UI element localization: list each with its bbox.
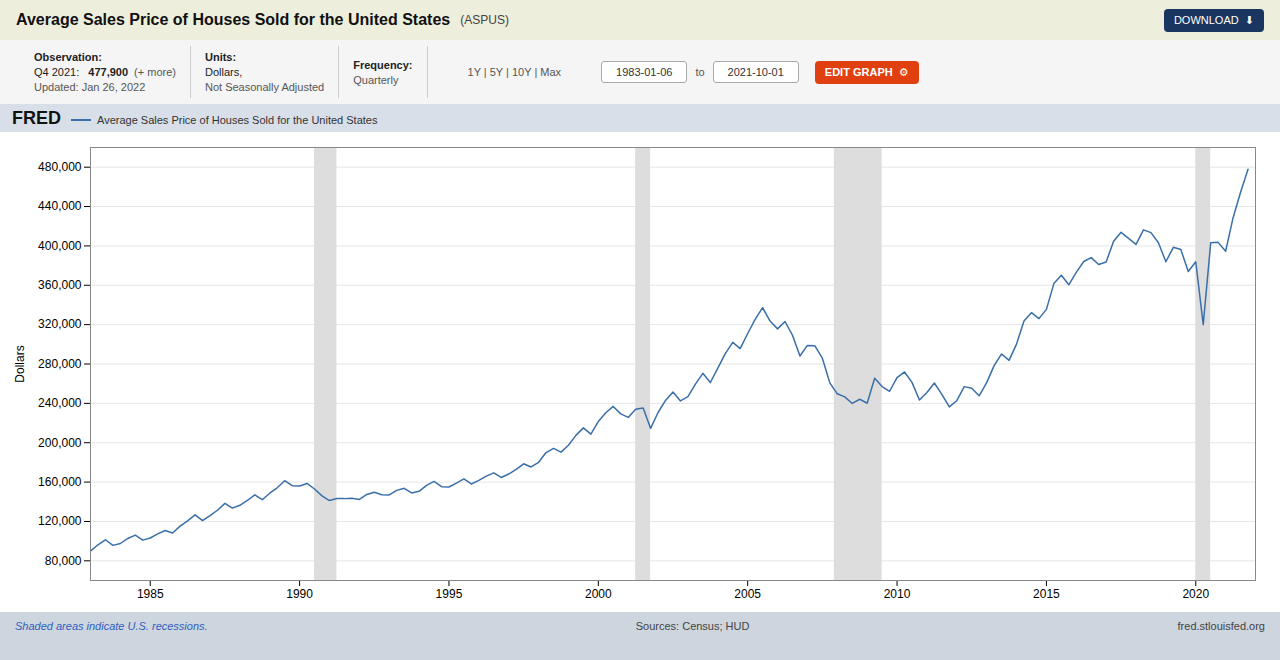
svg-text:120,000: 120,000: [38, 514, 82, 528]
html-text:DOWNLOAD ⬇: DOWNLOAD ⬇: [1173, 13, 1254, 26]
svg-text:280,000: 280,000: [38, 357, 82, 371]
svg-text:80,000: 80,000: [45, 554, 82, 568]
html-text:477,900: 477,900: [88, 66, 129, 78]
svg-text:2010: 2010: [884, 587, 911, 601]
svg-text:2020: 2020: [1182, 587, 1209, 601]
svg-text:2005: 2005: [734, 587, 761, 601]
html-text:Average Sales Price of Houses: Average Sales Price of Houses Sold for t…: [97, 113, 378, 126]
svg-text:160,000: 160,000: [38, 475, 82, 489]
svg-text:1985: 1985: [137, 587, 164, 601]
html-text:Dollars,: Dollars,: [205, 66, 243, 78]
svg-text:440,000: 440,000: [38, 199, 82, 213]
svg-text:1990: 1990: [286, 587, 313, 601]
html-text:Updated: Jan 26, 2022: Updated: Jan 26, 2022: [34, 81, 146, 93]
html-text:Not Seasonally Adjusted: Not Seasonally Adjusted: [205, 81, 325, 93]
html-text:Sources: Census; HUD: Sources: Census; HUD: [635, 620, 750, 632]
html-text:Q4 2021:: Q4 2021:: [34, 66, 83, 78]
svg-text:320,000: 320,000: [38, 317, 82, 331]
svg-text:2015: 2015: [1033, 587, 1060, 601]
svg-text:480,000: 480,000: [38, 160, 82, 174]
svg-text:1995: 1995: [436, 587, 463, 601]
svg-text:360,000: 360,000: [38, 278, 82, 292]
html-text:Units:: Units:: [205, 51, 237, 63]
html-text:1983-01-06: 1983-01-06: [616, 66, 673, 78]
html-text:(ASPUS): (ASPUS): [460, 13, 509, 27]
html-text:Observation:: Observation:: [34, 51, 102, 63]
html-text:Shaded areas indicate U.S. rec: Shaded areas indicate U.S. recessions.: [15, 620, 208, 632]
html-text:Quarterly: Quarterly: [353, 73, 399, 86]
svg-text:200,000: 200,000: [38, 436, 82, 450]
html-text:1Y | 5Y | 10Y | Max: 1Y | 5Y | 10Y | Max: [467, 66, 562, 78]
html-text:fred.stlouisfed.org: fred.stlouisfed.org: [1177, 620, 1265, 632]
svg-text:240,000: 240,000: [38, 396, 82, 410]
svg-text:2000: 2000: [585, 587, 612, 601]
html-text:Frequency:: Frequency:: [353, 58, 413, 71]
svg-text:400,000: 400,000: [38, 239, 82, 253]
html-text:(+ more): (+ more): [134, 66, 176, 78]
html-text:FRED: FRED: [12, 107, 61, 128]
svg-text:Dollars: Dollars: [13, 345, 27, 382]
html-text:EDIT GRAPH ⚙: EDIT GRAPH ⚙: [824, 65, 909, 78]
html-text:Average Sales Price of Houses: Average Sales Price of Houses Sold for t…: [16, 11, 451, 28]
html-text:to: to: [695, 66, 705, 78]
html-text:2021-10-01: 2021-10-01: [727, 66, 784, 78]
